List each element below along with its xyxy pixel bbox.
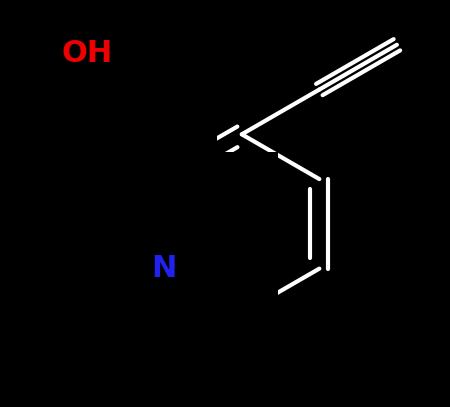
Text: OH: OH <box>61 39 112 68</box>
Text: N: N <box>148 249 180 288</box>
Text: O: O <box>0 120 19 149</box>
Text: O: O <box>0 115 22 153</box>
Text: N: N <box>152 254 177 283</box>
Text: OH: OH <box>54 35 120 73</box>
